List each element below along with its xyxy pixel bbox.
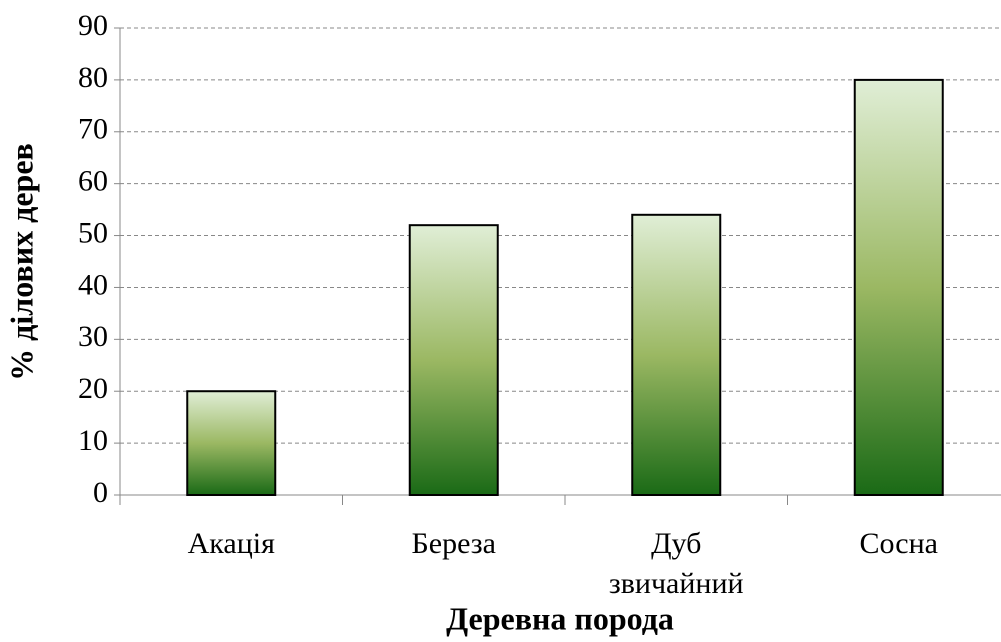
y-tick-label: 20 <box>78 372 108 405</box>
x-tick-label: Акація <box>187 527 275 560</box>
y-tick-label: 80 <box>78 61 108 94</box>
y-tick-label: 10 <box>78 424 108 457</box>
y-tick-label: 70 <box>78 113 108 146</box>
y-tick-label: 50 <box>78 216 108 249</box>
y-tick-label: 0 <box>93 476 108 509</box>
y-tick-label: 90 <box>78 9 108 42</box>
y-tick-label: 40 <box>78 268 108 301</box>
x-tick-label: Сосна <box>859 527 938 560</box>
bar <box>186 390 277 497</box>
y-axis-title: % ділових дерев <box>3 143 39 381</box>
bar <box>408 224 499 497</box>
y-tick-label: 60 <box>78 165 108 198</box>
x-axis-title: Деревна порода <box>446 600 674 636</box>
y-tick-label: 30 <box>78 320 108 353</box>
x-tick-label: Дуб звичайний <box>608 527 744 600</box>
bar <box>631 213 722 497</box>
x-tick-label: Береза <box>411 527 496 560</box>
bar <box>853 78 944 496</box>
